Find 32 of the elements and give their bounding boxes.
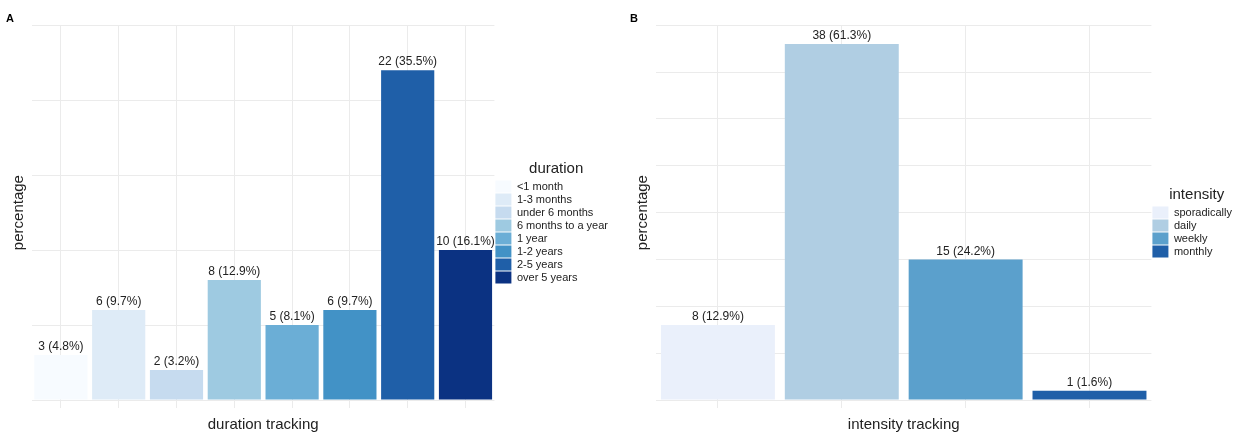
data-label: 10 (16.1%) <box>436 234 495 249</box>
x-axis-title: intensity tracking <box>847 415 960 433</box>
data-label: 38 (61.3%) <box>812 28 872 43</box>
legend-label: 2-5 years <box>516 257 564 270</box>
data-label: 3 (4.8%) <box>38 339 84 354</box>
legend-label: 1 year <box>516 231 548 244</box>
legend-label: weekly <box>1172 231 1209 244</box>
data-label: 22 (35.5%) <box>378 54 438 69</box>
legend-title: duration <box>529 159 584 177</box>
legend-title: intensity <box>1169 185 1225 203</box>
legend-label: 1-3 months <box>516 192 573 205</box>
legend-label: over 5 years <box>516 270 578 283</box>
data-label: 5 (8.1%) <box>269 309 315 324</box>
legend-label: sporadically <box>1173 205 1233 218</box>
legend-label: under 6 months <box>516 205 594 218</box>
data-label: 15 (24.2%) <box>936 243 995 258</box>
legend-label: monthly <box>1173 244 1213 257</box>
legend-label: daily <box>1173 218 1198 231</box>
data-label: 2 (3.2%) <box>153 354 200 369</box>
data-label: 1 (1.6%) <box>1066 374 1113 389</box>
x-axis-title: duration tracking <box>207 415 319 433</box>
data-label: 6 (9.7%) <box>327 294 373 309</box>
data-label: 8 (12.9%) <box>691 309 744 324</box>
data-label: 6 (9.7%) <box>96 294 142 309</box>
data-label: 8 (12.9%) <box>208 264 261 279</box>
y-axis-title: percentage <box>9 175 27 251</box>
legend-label: 1-2 years <box>516 244 564 257</box>
legend-label: 6 months to a year <box>516 218 609 231</box>
chart-title: B <box>630 11 638 24</box>
y-axis-title: percentage <box>633 175 651 251</box>
legend-label: <1 month <box>516 179 564 192</box>
chart-title: A <box>6 11 14 24</box>
